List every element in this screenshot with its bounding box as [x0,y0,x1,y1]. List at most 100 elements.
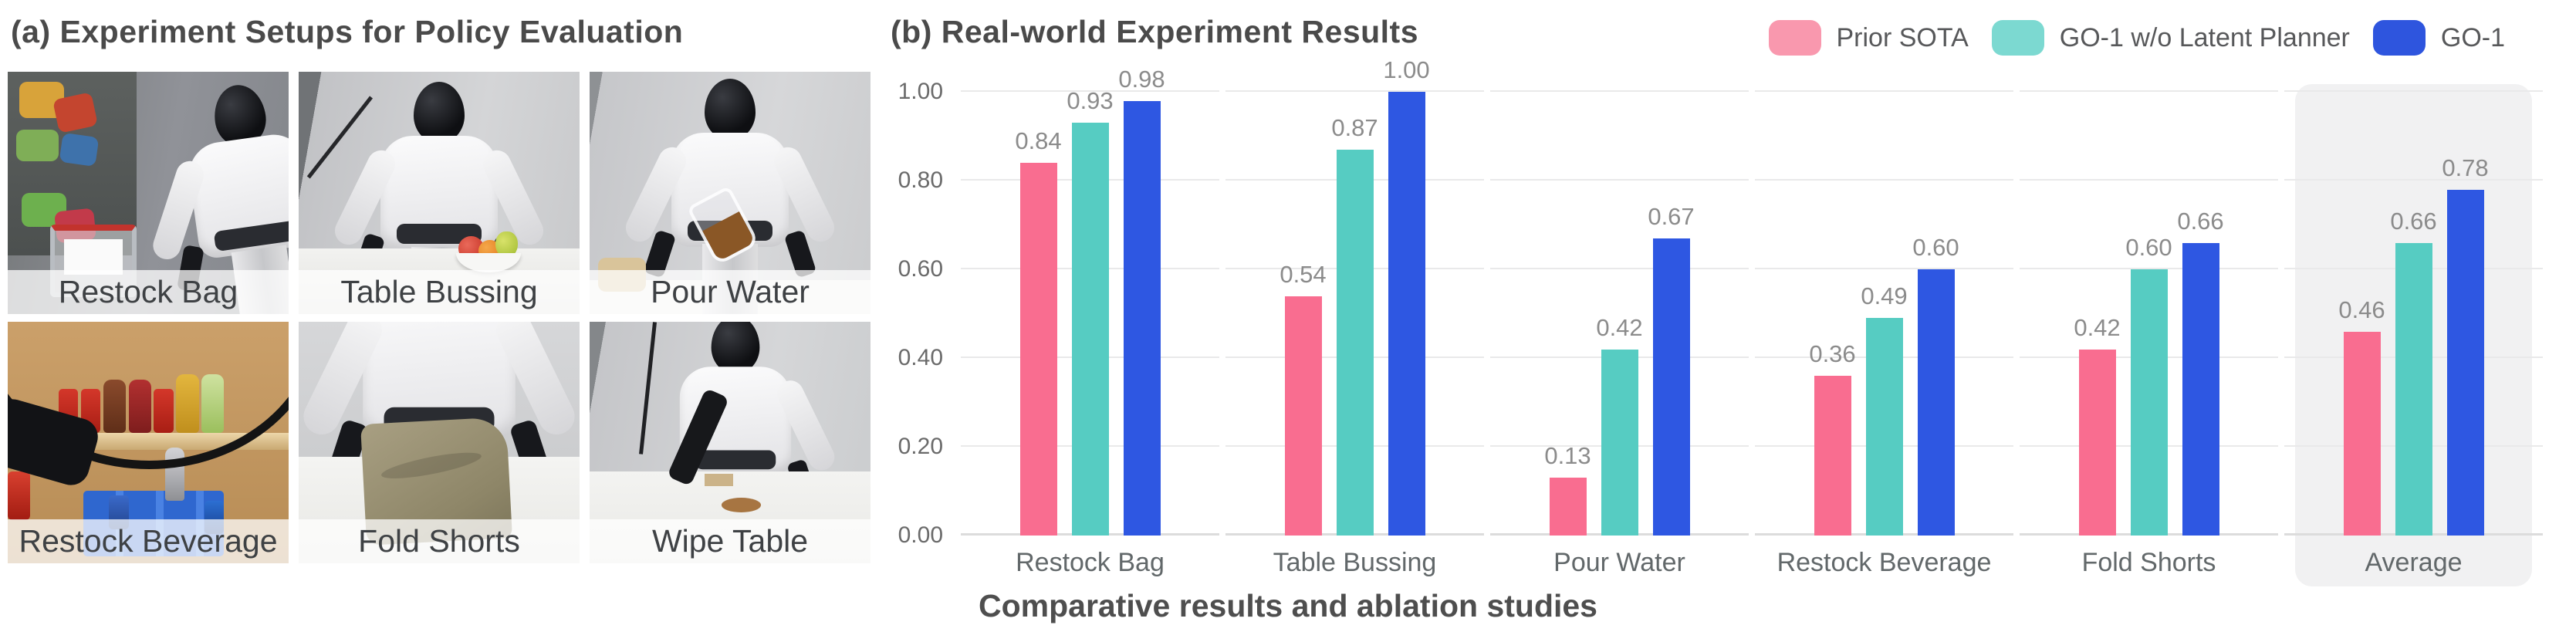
bar-go-1-w-o-latent-planner-pour-water [1601,349,1638,536]
bar-value-label: 0.93 [1067,87,1114,115]
bar-value-label: 0.46 [2338,296,2385,323]
bar-value-label: 0.36 [1809,340,1856,367]
bar-slot: 0.13 [1544,92,1591,536]
facet-average: 0.46 0.66 0.78 Average [2284,84,2543,586]
experiment-setup-grid: Restock Bag Table Bussing [8,72,870,563]
setup-label: Fold Shorts [299,519,580,563]
gridline [2284,90,2543,92]
bar-value-label: 0.54 [1280,260,1327,288]
bar-go-1-w-o-latent-planner-fold-shorts [2130,269,2168,536]
bar-value-label: 0.49 [1861,282,1908,310]
facet-restock-bag: 0.84 0.93 0.98 Restock Bag [961,66,1219,577]
bar-prior-sota-average [2343,331,2381,536]
photo-wipe-table: Wipe Table [590,321,870,563]
bar-go-1-w-o-latent-planner-restock-bag [1071,123,1109,536]
bar-slot: 0.36 [1809,92,1856,536]
bar-value-label: 0.78 [2442,154,2489,181]
gridline [2284,179,2543,181]
facet-fold-shorts: 0.42 0.60 0.66 Fold Shorts [2020,90,2278,577]
facet-table-bussing: 0.54 0.87 1.00 Table Bussing [1225,56,1484,577]
bar-group: 0.36 0.49 0.60 [1755,92,2013,536]
y-axis: 0.00 0.20 0.40 0.60 0.80 1.00 [833,79,943,548]
gridline [2020,90,2278,92]
bar-go-1-table-bussing [1388,92,1425,536]
gridline [1490,268,1749,269]
y-tick-label: 0.20 [898,434,943,459]
gridline [1490,90,1749,92]
bar-slot: 0.98 [1118,66,1165,536]
bar-value-label: 0.60 [1912,234,1959,261]
cable-arc [8,321,289,469]
chart-legend: Prior SOTA GO-1 w/o Latent Planner GO-1 [1768,20,2505,56]
facet-restock-beverage: 0.36 0.49 0.60 Restock Beverage [1755,90,2013,577]
bar-value-label: 0.66 [2177,207,2224,235]
x-category-label: Average [2365,548,2463,577]
x-category-label: Table Bussing [1273,548,1437,577]
photo-restock-beverage: Restock Beverage [8,321,289,563]
bar-slot: 0.67 [1648,92,1695,536]
bar-value-label: 0.13 [1544,442,1591,470]
bar-prior-sota-table-bussing [1284,296,1322,536]
bar-prior-sota-restock-beverage [1814,376,1851,536]
legend-item-prior-sota: Prior SOTA [1768,20,1969,56]
setup-label: Restock Beverage [8,519,289,563]
photo-restock-bag: Restock Bag [8,72,289,314]
bar-group: 0.54 0.87 1.00 [1225,56,1484,536]
bar-slot: 0.60 [2125,92,2172,536]
bar-go-1-fold-shorts [2182,242,2219,536]
panel-b-title: (b) Real-world Experiment Results [891,14,1419,49]
gridline [2020,268,2278,269]
bar-slot: 0.66 [2177,92,2224,536]
y-tick-label: 0.00 [898,522,943,548]
bar-value-label: 0.66 [2390,207,2437,235]
bar-prior-sota-restock-bag [1019,163,1057,536]
figure-caption: Comparative results and ablation studies [979,588,1597,623]
bar-go-1-restock-bag [1123,100,1161,536]
bar-go-1-w-o-latent-planner-table-bussing [1336,149,1374,536]
robot-torso [380,135,498,250]
legend-label: GO-1 [2440,22,2505,52]
bar-value-label: 0.42 [2074,313,2121,341]
bar-slot: 0.78 [2442,92,2489,536]
x-category-label: Pour Water [1553,548,1685,577]
x-category-label: Restock Beverage [1776,548,1992,577]
x-category-label: Fold Shorts [2081,548,2216,577]
bar-prior-sota-fold-shorts [2078,349,2116,536]
bar-value-label: 0.84 [1015,127,1062,154]
bar-value-label: 1.00 [1383,56,1430,83]
bar-slot: 0.87 [1331,92,1378,536]
bar-value-label: 0.98 [1118,65,1165,93]
beverage-can [8,471,31,520]
legend-swatch-prior-sota [1768,20,1821,56]
sponge [705,474,733,486]
legend-label: Prior SOTA [1836,22,1969,52]
legend-label: GO-1 w/o Latent Planner [2059,22,2350,52]
gridline [2020,179,2278,181]
legend-item-go-1-w-o-latent-planner: GO-1 w/o Latent Planner [1991,20,2350,56]
robot-head [705,79,756,141]
setup-label: Restock Bag [8,269,289,314]
bar-slot: 0.42 [2074,92,2121,536]
bar-value-label: 0.87 [1331,113,1378,141]
robot-head [414,81,465,144]
facet-pour-water: 0.13 0.42 0.67 Pour Water [1490,90,1749,577]
bar-slot: 0.93 [1067,87,1114,536]
photo-fold-shorts: Fold Shorts [299,321,580,563]
bar-value-label: 0.67 [1648,202,1695,230]
bar-value-label: 0.42 [1596,313,1643,341]
photo-pour-water: Pour Water [590,72,870,314]
snack-pack [59,132,100,167]
setup-label: Pour Water [590,269,870,314]
bar-prior-sota-pour-water [1549,478,1587,536]
bar-go-1-pour-water [1652,238,1690,536]
legend-item-go-1: GO-1 [2372,20,2505,56]
legend-swatch-go-1-w-o-latent-planner [1991,20,2044,56]
gridline [1755,90,2013,92]
bar-go-1-w-o-latent-planner-restock-beverage [1865,318,1903,536]
bar-slot: 0.42 [1596,92,1643,536]
y-tick-label: 1.00 [898,79,943,104]
robot-torso [185,130,289,260]
bar-group: 0.13 0.42 0.67 [1490,92,1749,536]
snack-pack [15,130,59,161]
gridline [1755,179,2013,181]
